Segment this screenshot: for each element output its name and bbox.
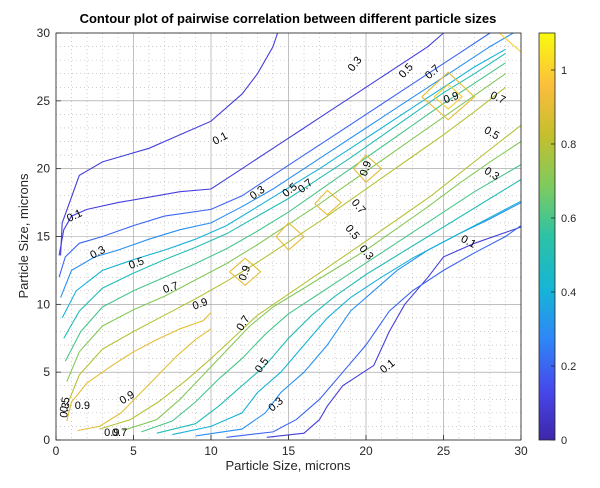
y-tick-label: 15 — [37, 230, 51, 244]
x-tick-label: 30 — [514, 444, 528, 458]
contour-line — [66, 312, 212, 422]
contour-level-label: 0.9 — [104, 427, 119, 439]
y-tick-label: 0 — [43, 433, 50, 447]
contour-line — [172, 200, 522, 436]
contour-level-label: 0.7 — [162, 280, 180, 296]
contour-level-label: 0.1 — [65, 207, 84, 224]
contour-lines — [58, 32, 522, 438]
x-axis-label: Particle Size, microns — [226, 458, 351, 473]
colorbar-ticks: 0 0.2 0.4 0.6 0.8 1 — [551, 65, 576, 447]
contour-level-label: 0.5 — [58, 396, 72, 413]
contour-line — [64, 62, 506, 362]
contour-line — [314, 189, 343, 216]
contour-line — [353, 154, 383, 183]
colorbar-tick-label: 0 — [561, 435, 567, 447]
contour-line — [141, 164, 522, 433]
colorbar: 0 0.2 0.4 0.6 0.8 1 — [538, 32, 576, 447]
contour-level-label: 0.9 — [75, 400, 90, 412]
x-axis-ticks: 0 5 10 15 20 25 30 — [53, 435, 528, 458]
contour-line — [99, 124, 522, 430]
contour-line — [60, 32, 279, 256]
contour-line — [498, 32, 522, 53]
x-tick-label: 10 — [204, 444, 218, 458]
contour-line — [122, 141, 522, 432]
contour-line — [66, 73, 506, 382]
contour-line — [229, 257, 262, 287]
chart-title: Contour plot of pairwise correlation bet… — [80, 11, 497, 26]
contour-line — [77, 328, 212, 432]
colorbar-tick-label: 1 — [561, 65, 567, 77]
y-axis-ticks: 0 5 10 15 20 25 30 — [37, 26, 61, 447]
y-axis-label: Particle Size, microns — [16, 173, 31, 298]
contour-level-label: 0.7 — [488, 89, 507, 106]
contour-line — [58, 32, 444, 256]
contour-line — [60, 32, 514, 298]
contour-line — [67, 86, 506, 403]
contour-line — [58, 32, 491, 278]
contour-line — [275, 222, 305, 251]
colorbar-tick-label: 0.4 — [561, 287, 576, 299]
y-tick-label: 25 — [37, 94, 51, 108]
contour-line — [226, 225, 522, 438]
colorbar-gradient — [538, 32, 556, 441]
x-tick-label: 0 — [53, 444, 60, 458]
contour-level-label: 0.9 — [191, 296, 209, 313]
x-tick-label: 5 — [130, 444, 137, 458]
contour-level-label: 0.9 — [442, 90, 460, 107]
contour-level-label: 0.7 — [112, 427, 127, 439]
contour-line — [156, 179, 522, 434]
x-tick-label: 25 — [437, 444, 451, 458]
contour-line — [433, 83, 463, 110]
contour-level-label: 0.9 — [237, 264, 254, 282]
colorbar-tick-label: 0.8 — [561, 139, 576, 151]
colorbar-tick-label: 0.2 — [561, 361, 576, 373]
contour-line — [63, 52, 506, 339]
contour-level-label: 0.9 — [358, 159, 375, 177]
y-tick-label: 5 — [43, 365, 50, 379]
y-tick-label: 30 — [37, 26, 51, 40]
contour-line — [266, 226, 522, 438]
y-tick-label: 10 — [37, 297, 51, 311]
plot-area: 0.10.10.10.10.30.30.30.30.30.30.50.50.50… — [37, 26, 528, 458]
y-tick-label: 20 — [37, 162, 51, 176]
x-tick-label: 20 — [359, 444, 373, 458]
contour-line — [421, 71, 476, 121]
contour-line — [61, 48, 506, 319]
contour-level-label: 0.3 — [58, 402, 72, 419]
contour-level-label: 0.5 — [127, 255, 145, 272]
x-tick-label: 15 — [282, 444, 296, 458]
colorbar-tick-label: 0.6 — [561, 213, 576, 225]
